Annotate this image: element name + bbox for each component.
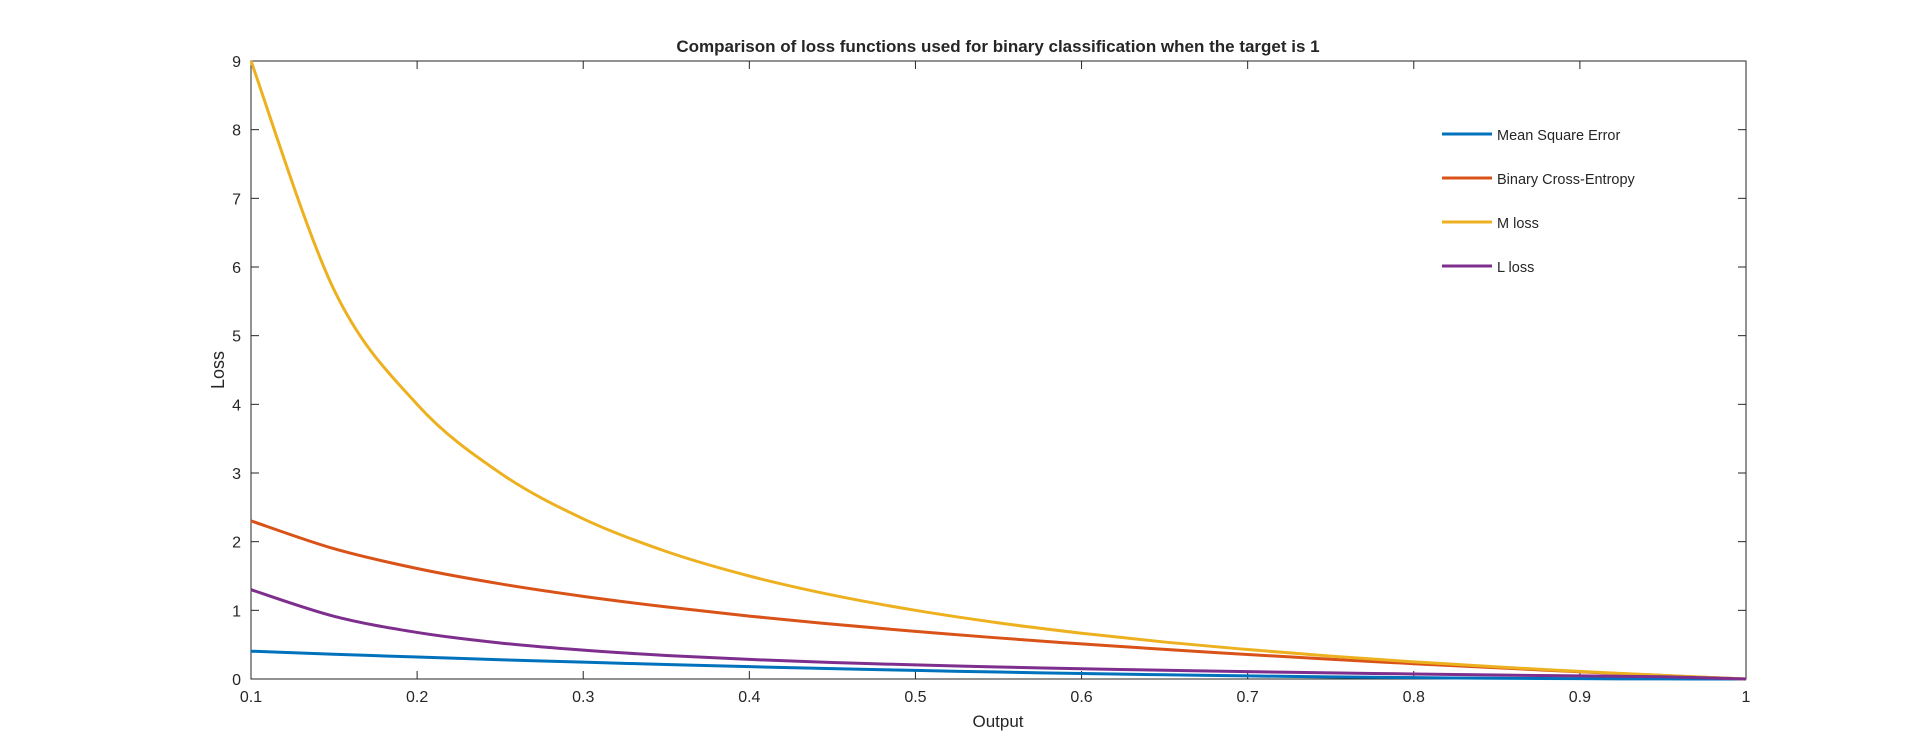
x-tick-label: 0.7 (1237, 689, 1259, 706)
x-axis-label: Output (972, 712, 1023, 731)
y-tick-label: 7 (232, 191, 241, 208)
y-axis-ticks: 0 1 2 3 4 5 6 7 8 9 (232, 54, 1746, 689)
legend-label-binary-cross-entropy: Binary Cross-Entropy (1497, 172, 1636, 188)
legend-label-mean-square-error: Mean Square Error (1497, 128, 1620, 144)
x-tick-label: 0.2 (406, 689, 428, 706)
y-tick-label: 6 (232, 260, 241, 277)
x-tick-label: 0.1 (240, 689, 262, 706)
y-tick-label: 1 (232, 603, 241, 620)
y-tick-label: 9 (232, 54, 241, 71)
y-tick-label: 5 (232, 329, 241, 346)
x-tick-label: 0.6 (1070, 689, 1092, 706)
plot-area (250, 60, 1747, 680)
y-tick-label: 0 (232, 672, 241, 689)
x-tick-label: 1 (1742, 689, 1751, 706)
x-tick-label: 0.5 (904, 689, 926, 706)
legend-label-l-loss: L loss (1497, 260, 1534, 276)
y-tick-label: 8 (232, 123, 241, 140)
x-tick-label: 0.4 (738, 689, 760, 706)
y-tick-label: 3 (232, 466, 241, 483)
series-line-m-loss (249, 60, 1747, 681)
legend-label-m-loss: M loss (1497, 216, 1539, 232)
chart-title: Comparison of loss functions used for bi… (676, 37, 1319, 56)
series-line-mean-square-error (250, 649, 1747, 681)
series-lines (249, 60, 1747, 681)
x-tick-label: 0.8 (1403, 689, 1425, 706)
x-tick-label: 0.9 (1569, 689, 1591, 706)
chart-legend: Mean Square Error Binary Cross-Entropy M l… (1442, 128, 1636, 276)
y-tick-label: 4 (232, 397, 241, 414)
y-axis-label: Loss (208, 351, 228, 389)
y-tick-label: 2 (232, 535, 241, 552)
series-line-l-loss (250, 588, 1747, 681)
x-tick-label: 0.3 (572, 689, 594, 706)
